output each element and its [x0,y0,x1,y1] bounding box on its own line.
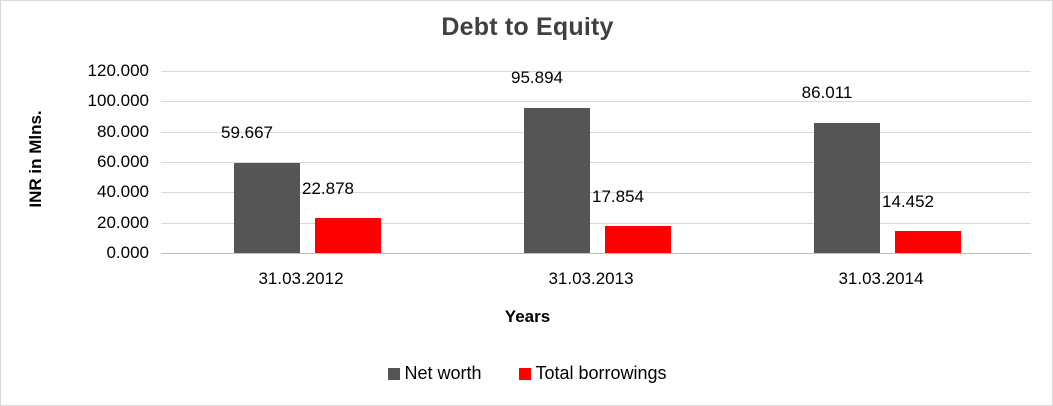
bar-total-borrowings[interactable] [315,218,381,253]
y-tick-label: 0.000 [106,243,149,262]
y-tick-label: 120.000 [87,61,149,80]
data-label-net-worth: 86.011 [801,83,853,102]
x-axis-title: Years [504,307,551,326]
legend-swatch-icon [519,367,532,380]
data-label-total-borrowings: 17.854 [592,187,644,206]
y-axis-tick-labels: 120.000 100.000 80.000 60.000 40.000 20.… [53,1,149,405]
x-axis-category-label: 31.03.2012 [258,269,344,288]
gridline [161,71,1031,72]
gridline [161,132,1031,133]
x-axis-line [161,253,1031,254]
bar-net-worth[interactable] [234,162,300,253]
data-label-net-worth: 59.667 [221,123,273,142]
y-tick-label: 20.000 [97,213,149,232]
legend-label: Net worth [404,363,482,383]
gridline [161,192,1031,193]
x-axis-category-label: 31.03.2014 [838,269,924,288]
data-label-net-worth: 95.894 [511,68,563,87]
y-axis-title: INR in Mlns. [26,110,45,208]
legend-item-net-worth[interactable]: Net worth [388,363,481,384]
x-axis-category-label: 31.03.2013 [548,269,634,288]
y-tick-label: 100.000 [87,91,149,110]
data-label-total-borrowings: 14.452 [882,192,934,211]
bar-net-worth[interactable] [814,122,880,253]
y-tick-label: 60.000 [97,152,149,171]
y-tick-label: 80.000 [97,122,149,141]
data-label-total-borrowings: 22.878 [302,179,354,198]
legend-item-total-borrowings[interactable]: Total borrowings [519,363,667,384]
legend-label: Total borrowings [535,363,667,383]
plot-area [161,71,1031,253]
bar-net-worth[interactable] [524,107,590,253]
bar-total-borrowings[interactable] [895,231,961,253]
chart-title: Debt to Equity [441,13,614,41]
legend-swatch-icon [388,367,401,380]
y-tick-label: 40.000 [97,182,149,201]
gridline [161,101,1031,102]
bar-total-borrowings[interactable] [605,225,671,253]
gridline [161,223,1031,224]
chart-legend: Net worth Total borrowings [1,363,1052,384]
gridline [161,162,1031,163]
